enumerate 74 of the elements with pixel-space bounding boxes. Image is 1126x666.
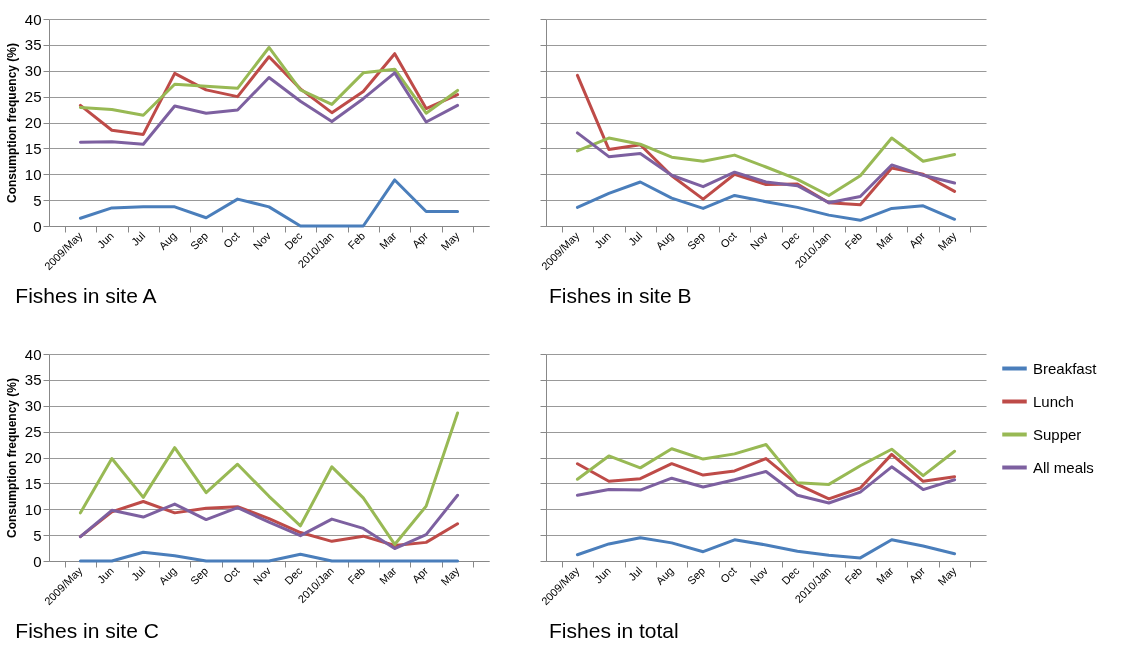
y-tick-label: 0 [33,552,42,570]
y-tick-label: 35 [24,371,42,389]
x-tick-label: Sep [684,564,708,587]
y-tick-label: 30 [24,62,42,80]
x-tick-label: May [438,564,462,588]
x-tick-label: Nov [747,229,771,252]
x-tick-label: Jun [94,564,116,586]
y-tick-label: 10 [24,165,42,183]
x-tick-label: Oct [221,229,242,251]
x-tick-label: Jun [591,564,613,586]
y-tick-label: 15 [24,474,42,492]
y-tick-label: 25 [24,88,42,106]
text: Fishes in site C [15,618,159,642]
y-tick-label: 35 [24,36,42,54]
x-tick-label: Jul [128,229,148,248]
x-tick-label: Nov [250,564,274,587]
legend-label: All meals [1033,458,1094,476]
line-series [78,45,460,117]
line-series [78,411,460,546]
y-tick-label: 40 [24,10,42,28]
y-tick-label: 0 [33,217,42,235]
x-tick-label: Aug [653,564,676,587]
x-tick-label: Jun [94,229,116,251]
x-tick-label: Jun [591,229,613,251]
y-tick-label: 20 [24,114,42,131]
line-series [78,178,460,228]
x-tick-label: Aug [156,564,179,587]
x-tick-label: Jul [128,564,148,583]
x-tick-label: Apr [906,229,928,251]
x-tick-label: Aug [156,229,179,252]
x-tick-label: Sep [187,229,211,252]
line-series [78,550,460,563]
y-tick-label: 20 [24,449,42,466]
x-tick-label: Apr [409,564,431,586]
legend-label: Breakfast [1033,359,1098,377]
y-tick-label: 10 [24,500,42,518]
y-tick-label: 5 [33,526,42,544]
y-axis-title: Consumption frequency (%) [4,42,19,204]
x-tick-label: Apr [906,564,928,586]
x-tick-label: Mar [873,564,896,587]
x-tick-label: Mar [376,564,399,587]
y-tick-label: 5 [33,191,42,209]
x-tick-label: Mar [873,229,896,252]
line-series [78,493,460,551]
y-axis-title: Consumption frequency (%) [4,377,19,539]
x-tick-label: Sep [187,564,211,587]
legend-label: Lunch [1033,392,1074,410]
y-tick-label: 30 [24,397,42,415]
x-tick-label: Nov [747,564,771,587]
x-tick-label: Nov [250,229,274,252]
line-series [78,71,460,146]
x-tick-label: Aug [653,229,676,252]
text: Fishes in total [549,618,679,642]
x-tick-label: Oct [718,229,739,251]
x-tick-label: Feb [842,229,865,252]
text: Fishes in site A [15,283,157,307]
y-tick-label: 40 [24,345,42,363]
legend-label: Supper [1033,425,1082,443]
x-tick-label: Apr [409,229,431,251]
x-tick-label: May [935,564,959,588]
x-tick-label: Feb [345,229,368,252]
x-tick-label: Jul [625,229,645,248]
x-tick-label: Jul [625,564,645,583]
y-tick-label: 15 [24,139,42,157]
x-tick-label: Feb [842,564,865,587]
x-tick-label: Oct [718,564,739,586]
x-tick-label: Feb [345,564,368,587]
x-tick-label: May [438,229,462,253]
x-tick-label: Oct [221,564,242,586]
x-tick-label: May [935,229,959,253]
y-tick-label: 25 [24,423,42,441]
x-tick-label: Mar [376,229,399,252]
text: Fishes in site B [549,283,692,307]
x-tick-label: Sep [684,229,708,252]
